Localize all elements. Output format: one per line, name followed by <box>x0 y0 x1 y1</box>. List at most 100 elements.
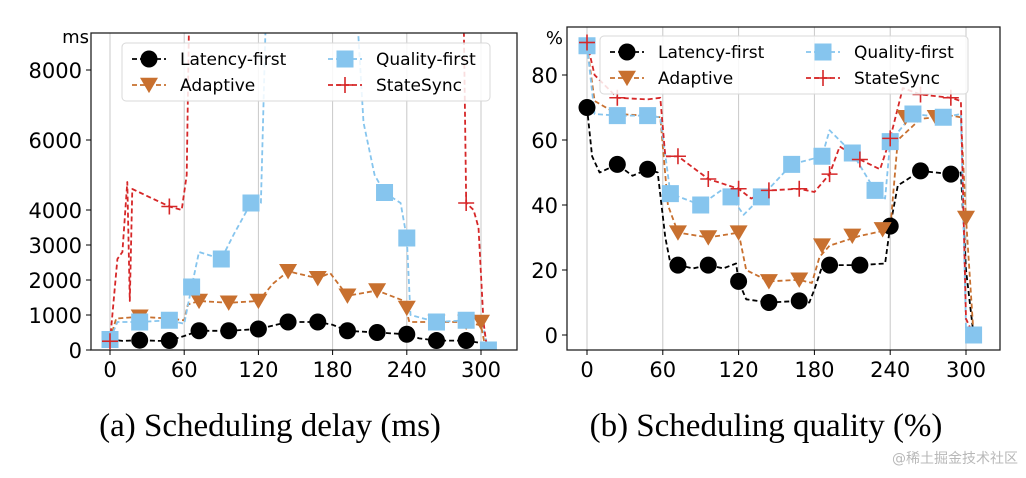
data-point-latency-first <box>790 292 808 310</box>
y-tick-label: 2000 <box>29 269 82 293</box>
data-point-adaptive <box>190 293 209 310</box>
data-point-quality-first <box>457 311 475 329</box>
legend-marker-icon <box>140 50 158 68</box>
data-point-adaptive <box>368 283 387 299</box>
legend-marker-icon <box>618 70 636 87</box>
data-point-statesync <box>161 198 178 215</box>
data-point-quality-first <box>722 188 740 206</box>
data-point-quality-first <box>376 184 394 201</box>
data-point-adaptive <box>472 314 490 331</box>
legend-marker-icon <box>618 43 636 61</box>
legend-item-statesync: StateSync <box>328 76 462 96</box>
data-point-adaptive <box>957 210 975 227</box>
data-point-latency-first <box>608 155 626 173</box>
data-point-adaptive <box>790 272 809 288</box>
plot-frame <box>566 26 1001 351</box>
x-tick-label: 120 <box>719 358 759 382</box>
series-line-quality-first <box>109 33 490 350</box>
x-tick-label: 180 <box>313 358 353 382</box>
y-tick-label: 3000 <box>29 234 82 258</box>
legend-marker-icon <box>336 50 354 68</box>
legend-label: StateSync <box>854 69 940 89</box>
data-point-statesync <box>700 171 717 187</box>
data-point-quality-first <box>160 311 178 329</box>
chart-scheduling-delay: 0 60 120 180 240 3000100020003000400060008000… <box>29 27 518 382</box>
chart-scheduling-quality: 0 60 120 180 240 300 0 20 40 60 80% Latency-first Ad… <box>531 26 1001 382</box>
data-point-latency-first <box>398 325 416 343</box>
data-point-adaptive <box>759 274 778 290</box>
legend-box <box>121 42 491 102</box>
data-point-adaptive <box>729 225 748 241</box>
x-tick-label: 0 <box>103 358 116 382</box>
data-point-latency-first <box>338 322 356 340</box>
y-tick-label: 20 <box>531 259 558 283</box>
data-point-latency-first <box>760 294 778 311</box>
data-point-quality-first <box>661 185 679 203</box>
x-tick-label: 240 <box>387 358 427 382</box>
data-point-quality-first <box>843 144 861 162</box>
y-tick-label: 60 <box>531 129 558 153</box>
watermark: @稀土掘金技术社区 <box>892 451 1018 467</box>
legend-label: Adaptive <box>658 69 733 89</box>
data-point-latency-first <box>639 160 657 178</box>
data-point-quality-first <box>813 147 831 165</box>
y-tick-label: 8000 <box>29 59 82 83</box>
data-point-adaptive <box>308 271 327 287</box>
series-line-statesync <box>109 33 489 350</box>
data-point-latency-first <box>821 256 839 274</box>
data-point-latency-first <box>699 256 717 274</box>
legend-item-quality-first: Quality-first <box>806 43 954 63</box>
legend-item-adaptive: Adaptive <box>610 69 733 89</box>
data-point-quality-first <box>866 181 884 199</box>
y-tick-label: 80 <box>531 64 558 88</box>
x-tick-label: 0 <box>580 358 593 382</box>
legend-label: Quality-first <box>854 43 954 63</box>
data-point-quality-first <box>479 341 497 350</box>
data-point-quality-first <box>242 194 260 212</box>
series-line-latency-first <box>586 107 975 336</box>
x-tick-label: 60 <box>171 358 198 382</box>
data-point-quality-first <box>783 155 801 173</box>
legend-label: Latency-first <box>180 50 287 70</box>
data-point-quality-first <box>183 278 201 296</box>
data-point-latency-first <box>457 332 475 350</box>
legend-item-quality-first: Quality-first <box>328 50 476 70</box>
x-tick-label: 240 <box>870 358 910 382</box>
y-tick-label: 0 <box>69 339 82 363</box>
data-point-statesync <box>730 180 747 197</box>
data-point-adaptive <box>812 238 831 254</box>
data-point-statesync <box>760 182 777 199</box>
data-point-adaptive <box>873 222 892 238</box>
legend-marker-icon <box>140 77 158 94</box>
data-point-latency-first <box>131 331 149 349</box>
y-tick-label: 6000 <box>29 129 82 153</box>
plot-area <box>101 33 497 350</box>
data-point-adaptive <box>338 288 357 304</box>
data-point-adaptive <box>397 300 416 317</box>
legend-item-latency-first: Latency-first <box>132 50 287 70</box>
data-point-statesync <box>102 333 118 350</box>
caption-scheduling-quality: (b) Scheduling quality (%) <box>590 408 943 444</box>
data-point-latency-first <box>427 332 445 350</box>
data-point-latency-first <box>851 256 869 274</box>
legend: Latency-first Adaptive Quality-first StateS… <box>599 35 969 95</box>
x-tick-label: 60 <box>649 358 676 382</box>
data-point-quality-first <box>131 313 149 331</box>
y-tick-label: 40 <box>531 194 558 218</box>
x-tick-label: 180 <box>794 358 834 382</box>
y-tick-label: 4000 <box>29 199 82 223</box>
legend-box <box>599 35 969 95</box>
data-point-adaptive <box>249 293 268 310</box>
legend-marker-icon <box>815 70 831 86</box>
caption-scheduling-delay: (a) Scheduling delay (ms) <box>99 408 441 444</box>
data-point-quality-first <box>639 107 657 125</box>
data-point-quality-first <box>934 108 952 126</box>
plot-frame <box>90 32 518 351</box>
legend-item-statesync: StateSync <box>806 69 940 89</box>
data-point-quality-first <box>752 188 770 206</box>
data-point-latency-first <box>912 162 930 180</box>
data-point-quality-first <box>692 196 710 214</box>
data-point-quality-first <box>965 326 983 344</box>
x-tick-label: 120 <box>238 358 278 382</box>
data-point-adaptive <box>279 264 298 280</box>
